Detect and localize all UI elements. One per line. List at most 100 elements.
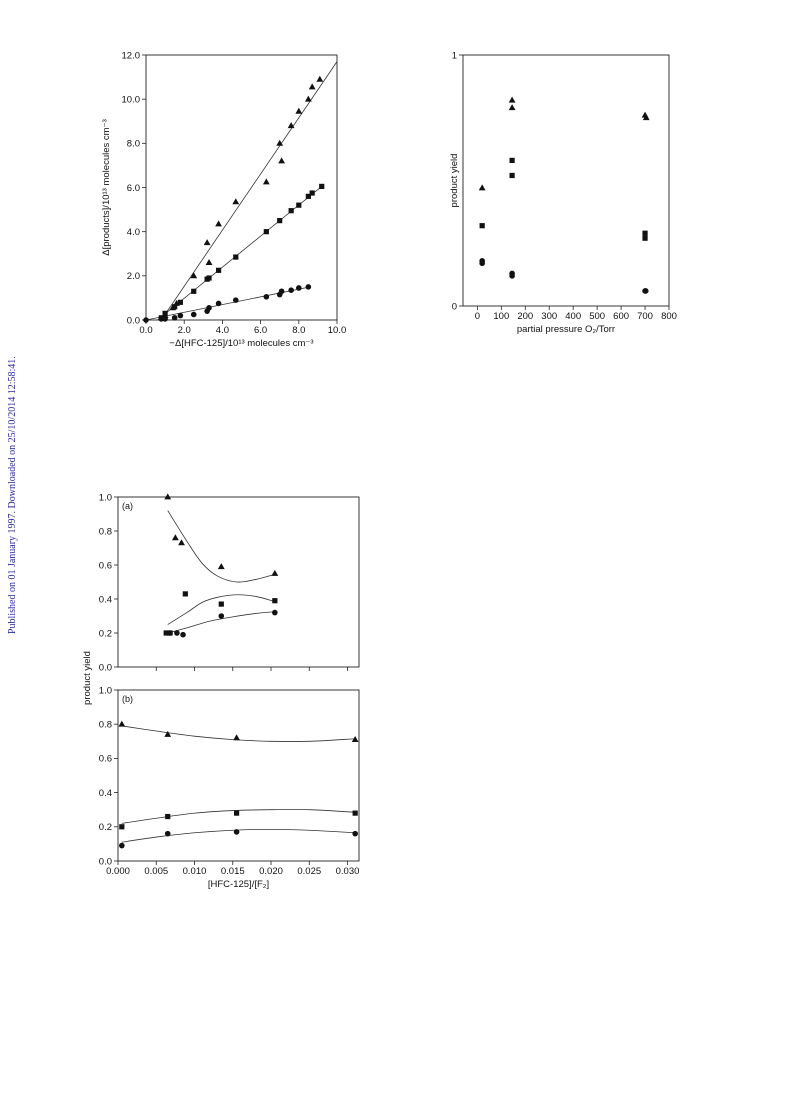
fig3b-panel-label: (b) bbox=[122, 694, 133, 704]
fig1-square-point bbox=[191, 288, 197, 294]
fig2-square-point bbox=[642, 235, 648, 241]
fig1-circle-point bbox=[177, 312, 184, 319]
fig3a-ytick-label: 1.0 bbox=[99, 492, 112, 503]
fig1-square-point bbox=[215, 267, 222, 273]
fig2-triangle-point bbox=[508, 104, 516, 111]
fig3b-xtick-label: 0.020 bbox=[259, 866, 283, 877]
fig3b-fit-curve bbox=[121, 828, 356, 843]
fig1-fit-line bbox=[157, 186, 322, 320]
fig3b-x-axis-label: [HFC-125]/[F₂] bbox=[208, 879, 269, 890]
fig1-circle-point bbox=[215, 300, 222, 307]
fig1-xtick-label: 10.0 bbox=[328, 325, 347, 336]
fig3b-fit-curve bbox=[121, 725, 356, 742]
fig2-triangle-point bbox=[642, 114, 650, 121]
fig3b-triangle-point bbox=[351, 735, 359, 742]
fig2-triangle-point bbox=[508, 96, 516, 103]
fig3a-square-point bbox=[163, 630, 169, 636]
fig1-square-point bbox=[206, 275, 212, 281]
fig2-xtick-label: 200 bbox=[517, 311, 533, 322]
fig3a-square-point bbox=[182, 591, 188, 597]
fig1-ytick-label: 4.0 bbox=[127, 227, 140, 238]
fig2-xtick-label: 700 bbox=[637, 311, 653, 322]
fig3a-circle-point bbox=[180, 631, 186, 638]
fig1-circle-point bbox=[206, 305, 212, 311]
fig1-fit-line bbox=[160, 61, 337, 320]
fig1-square-point bbox=[277, 218, 283, 224]
fig3b-ytick-label: 1.0 bbox=[99, 685, 112, 696]
fig1-y-axis-label: Δ[products]/10¹³ molecules cm⁻³ bbox=[101, 119, 112, 255]
fig3b-ytick-label: 0.8 bbox=[99, 720, 112, 731]
fig3a-ytick-label: 0.6 bbox=[99, 560, 112, 571]
fig3b-triangle-point bbox=[118, 720, 126, 727]
fig1-xtick-label: 4.0 bbox=[216, 325, 229, 336]
fig2-circle-point bbox=[509, 273, 515, 279]
fig1-circle-point bbox=[263, 294, 270, 300]
fig1-xtick-label: 0.0 bbox=[139, 325, 152, 336]
fig2-square-point bbox=[479, 223, 485, 229]
fig1-triangle-point bbox=[287, 122, 295, 129]
fig1-triangle-point bbox=[205, 258, 213, 265]
fig1-fit-line bbox=[146, 286, 311, 320]
fig3a-triangle-point bbox=[164, 493, 172, 500]
fig1-square-point bbox=[162, 310, 168, 316]
fig3a-panel-label: (a) bbox=[122, 501, 133, 511]
fig1-circle-point bbox=[232, 297, 239, 303]
fig3b-circle-point bbox=[352, 830, 358, 837]
published-download-note: Published on 01 January 1997. Downloaded… bbox=[7, 356, 18, 634]
fig1-triangle-point bbox=[215, 220, 222, 227]
fig3a-fit-curve bbox=[167, 594, 275, 625]
fig3a-frame bbox=[117, 496, 360, 668]
fig2-triangle-point bbox=[478, 184, 486, 191]
fig3a-plot: 0.0 0.2 0.4 0.6 0.8 1.0 (a) bbox=[99, 492, 360, 673]
fig2-circle-point bbox=[642, 288, 649, 294]
fig2-xtick-label: 800 bbox=[661, 311, 677, 322]
fig1-square-point bbox=[288, 208, 294, 214]
fig3a-square-point bbox=[218, 601, 224, 607]
fig2-xtick-label: 300 bbox=[541, 311, 557, 322]
fig3b-ytick-label: 0.4 bbox=[99, 788, 112, 799]
fig1-circle-point bbox=[162, 316, 168, 322]
fig2-square-point bbox=[509, 157, 515, 164]
fig1-xtick-label: 8.0 bbox=[292, 325, 305, 336]
fig1-ytick-label: 0.0 bbox=[127, 315, 140, 326]
fig1-square-point bbox=[177, 299, 183, 305]
fig2-square-point bbox=[509, 172, 515, 179]
fig1-triangle-point bbox=[295, 107, 303, 114]
fig1-ytick-label: 6.0 bbox=[127, 183, 140, 194]
fig3b-xtick-label: 0.015 bbox=[221, 866, 245, 877]
fig1-xtick-label: 2.0 bbox=[178, 325, 191, 336]
fig3b-plot: 0.0 0.2 0.4 0.6 0.8 1.0 0.000 0.005 0.010 0.015 0.… bbox=[82, 651, 360, 890]
fig3b-circle-point bbox=[233, 829, 240, 835]
fig1-ytick-label: 12.0 bbox=[122, 50, 141, 61]
fig3a-triangle-point bbox=[171, 534, 179, 541]
fig1-square-point bbox=[233, 254, 239, 260]
fig1-triangle-point bbox=[304, 95, 312, 102]
fig1-circle-point bbox=[190, 311, 197, 318]
fig2-frame bbox=[462, 54, 670, 307]
fig3b-y-axis-label: product yield bbox=[82, 651, 93, 705]
fig3a-triangle-point bbox=[178, 539, 185, 546]
fig3b-circle-point bbox=[119, 842, 125, 849]
fig1-circle-point bbox=[305, 284, 312, 290]
fig3a-ytick-label: 0.8 bbox=[99, 526, 112, 537]
fig3b-frame bbox=[117, 689, 360, 862]
fig2-xtick-label: 600 bbox=[613, 311, 629, 322]
download-stamp: Published on 01 January 1997. Downloaded… bbox=[7, 356, 18, 634]
fig3b-triangle-point bbox=[164, 730, 172, 737]
fig3a-triangle-point bbox=[217, 563, 225, 570]
fig2-ytick-label: 1 bbox=[452, 50, 457, 61]
fig1-square-point bbox=[263, 229, 269, 235]
fig3b-xtick-label: 0.005 bbox=[144, 866, 168, 877]
fig1-triangle-point bbox=[190, 272, 198, 279]
fig2-xtick-label: 0 bbox=[475, 311, 480, 322]
fig3a-circle-point bbox=[272, 609, 278, 616]
fig3a-square-point bbox=[272, 598, 278, 604]
fig3a-circle-point bbox=[218, 613, 225, 619]
fig3b-xtick-label: 0.010 bbox=[183, 866, 207, 877]
fig3b-fit-curve bbox=[121, 809, 356, 824]
fig3b-square-point bbox=[233, 810, 240, 816]
fig3b-square-point bbox=[352, 810, 358, 816]
fig1-square-point bbox=[296, 202, 302, 208]
fig3a-ytick-label: 0.0 bbox=[99, 662, 112, 673]
fig1-triangle-point bbox=[203, 239, 211, 246]
